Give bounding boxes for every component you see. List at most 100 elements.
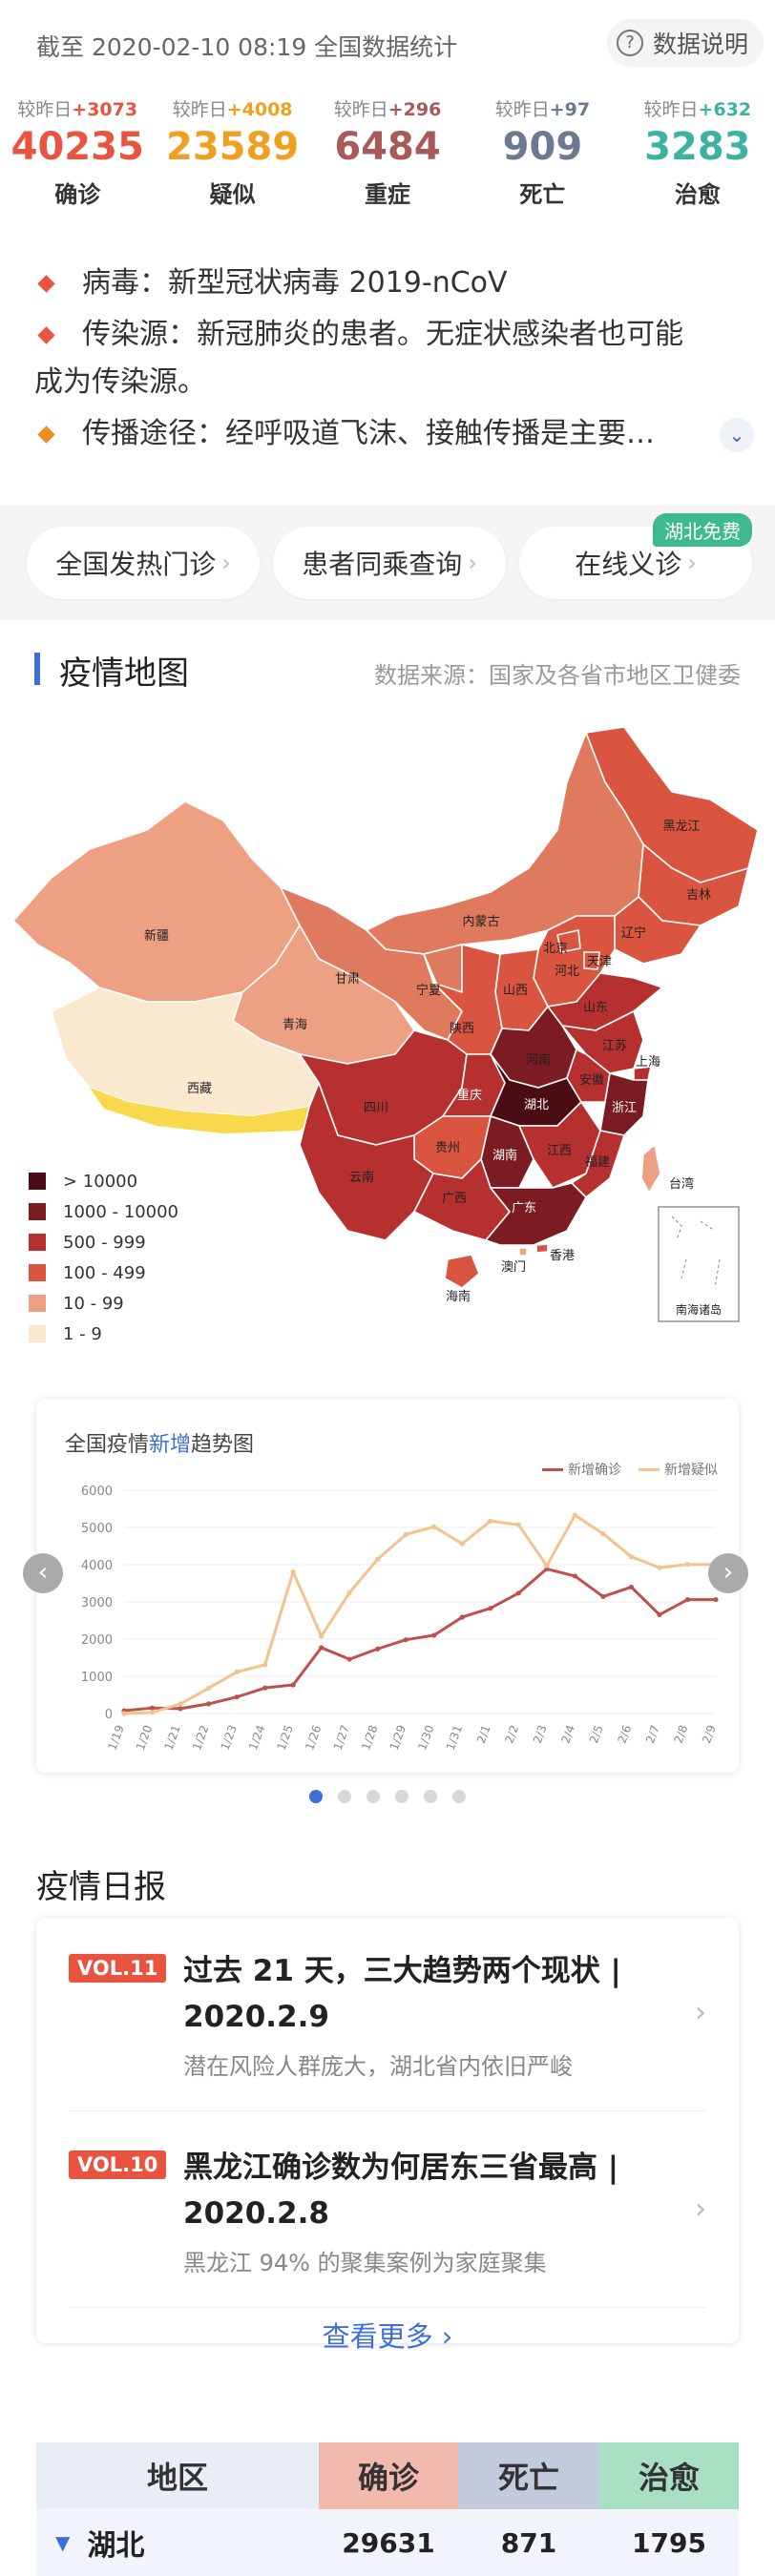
- map-label-xizang: 西藏: [187, 1082, 212, 1096]
- x-tick-label: 1/27: [331, 1723, 352, 1752]
- x-tick-label: 2/4: [558, 1723, 577, 1745]
- region-table: 地区 确诊 死亡 治愈 ▼ 湖北 29631 871 1795: [36, 2442, 739, 2576]
- point-confirmed: [488, 1606, 493, 1611]
- article-summary: 潜在风险人群庞大，湖北省内依旧严峻: [183, 2053, 573, 2080]
- legend-swatch: [29, 1173, 46, 1190]
- top-bar: 截至 2020-02-10 08:19 全国数据统计 ? 数据说明: [0, 0, 775, 88]
- article-headline: 过去 21 天，三大趋势两个现状 | 2020.2.9: [183, 1954, 621, 2034]
- province-tianjin[interactable]: [583, 951, 600, 970]
- map-label-zhejiang: 浙江: [612, 1101, 637, 1115]
- point-confirmed: [178, 1706, 183, 1712]
- carousel-dot[interactable]: [452, 1790, 466, 1803]
- legend-item: 100 - 499: [29, 1257, 178, 1288]
- x-tick-label: 1/29: [388, 1723, 408, 1752]
- map-label-chongqing: 重庆: [457, 1088, 482, 1103]
- carousel-dot[interactable]: [367, 1790, 380, 1803]
- stat-delta: +3073: [72, 99, 138, 120]
- point-suspected: [319, 1633, 325, 1639]
- fever-clinic-button[interactable]: 全国发热门诊 ›: [27, 527, 260, 599]
- province-liaoning[interactable]: [614, 896, 702, 965]
- map-label-qinghai: 青海: [283, 1018, 307, 1032]
- view-more-link[interactable]: 查看更多 ›: [322, 2320, 453, 2353]
- carousel-dot[interactable]: [309, 1790, 323, 1803]
- series-line-confirmed: [123, 1567, 716, 1713]
- map-label-jiangxi: 江西: [547, 1144, 572, 1158]
- stat-value: 40235: [10, 125, 144, 169]
- x-tick-label: 2/3: [531, 1723, 550, 1745]
- province-xinjiang[interactable]: [13, 800, 301, 1003]
- highlight-strip: [90, 1088, 319, 1133]
- legend-item: 1 - 9: [29, 1319, 178, 1349]
- x-tick-label: 2/1: [474, 1723, 493, 1745]
- legend-swatch: [29, 1295, 46, 1312]
- point-confirmed: [403, 1637, 408, 1643]
- point-suspected: [234, 1669, 240, 1674]
- x-tick-label: 1/28: [359, 1723, 380, 1752]
- map-label-ningxia: 宁夏: [416, 983, 441, 998]
- carousel-dot[interactable]: [424, 1790, 437, 1803]
- table-row[interactable]: ▼ 湖北 29631 871 1795: [36, 2509, 739, 2576]
- trend-chart: 0 1000 2000 3000 4000 5000 6000 1/19 1/20 1/21 1/2…: [81, 1485, 719, 1752]
- province-xianggang[interactable]: [535, 1243, 549, 1254]
- stat-delta: +632: [698, 99, 752, 120]
- map-label-taiwan: 台湾: [669, 1176, 694, 1192]
- point-suspected: [459, 1541, 465, 1547]
- article-item[interactable]: VOL.10 黑龙江确诊数为何居东三省最高 | 2020.2.8 黑龙江 94%…: [36, 2114, 739, 2305]
- trend-chart-title: 全国疫情新增趋势图: [65, 1433, 255, 1457]
- map-label-aomen: 澳门: [501, 1259, 526, 1275]
- info-source: 传染源：新冠肺炎的患者。无症状感染者也可能 成为传染源。: [34, 318, 683, 399]
- trend-chart-card[interactable]: 全国疫情新增趋势图 新增确诊 新增疑似 0 1000 2000 3000 4000 500…: [36, 1399, 739, 1773]
- province-guangdong[interactable]: [485, 1182, 587, 1246]
- point-confirmed: [515, 1590, 521, 1596]
- point-suspected: [684, 1562, 691, 1568]
- same-ride-query-button[interactable]: 患者同乘查询 ›: [273, 527, 506, 599]
- volume-badge: VOL.11: [69, 1954, 167, 1983]
- expand-triangle-icon[interactable]: ▼: [55, 2531, 71, 2554]
- carousel-prev-button[interactable]: ‹: [23, 1553, 63, 1593]
- article-item[interactable]: VOL.11 过去 21 天，三大趋势两个现状 | 2020.2.9 潜在风险人…: [36, 1918, 739, 2109]
- point-suspected: [403, 1531, 408, 1537]
- data-help-label: 数据说明: [652, 31, 748, 58]
- free-badge: 湖北免费: [653, 513, 752, 547]
- x-tick-label: 1/31: [444, 1723, 465, 1752]
- point-confirmed: [431, 1632, 437, 1638]
- x-tick-label: 2/6: [615, 1723, 634, 1745]
- map-label-fujian: 福建: [585, 1155, 610, 1170]
- map-label-xianggang: 香港: [550, 1249, 575, 1263]
- legend-item: 500 - 999: [29, 1227, 178, 1257]
- point-confirmed: [149, 1705, 156, 1711]
- point-confirmed: [375, 1646, 381, 1652]
- map-label-anhui: 安徽: [579, 1073, 604, 1088]
- province-aomen[interactable]: [518, 1247, 528, 1257]
- expand-chevron-icon[interactable]: ⌄: [720, 418, 754, 452]
- stat-label: 治愈: [674, 181, 721, 208]
- epidemic-map[interactable]: 黑龙江 吉林 辽宁 内蒙古 北京 天津 河北 山西 山东 新疆 甘肃 宁夏 陕西…: [13, 725, 767, 1355]
- point-suspected: [262, 1662, 268, 1668]
- carousel-dot[interactable]: [395, 1790, 408, 1803]
- carousel-next-button[interactable]: ›: [708, 1553, 748, 1593]
- map-label-neimenggu: 内蒙古: [462, 914, 499, 929]
- stat-label: 死亡: [519, 181, 566, 208]
- map-label-shaanxi: 陕西: [450, 1022, 474, 1036]
- map-legend: > 10000 1000 - 10000 500 - 999 100 - 499…: [29, 1166, 178, 1349]
- point-confirmed: [319, 1645, 325, 1651]
- province-beijing[interactable]: [556, 929, 581, 953]
- legend-swatch: [29, 1203, 46, 1220]
- province-taiwan[interactable]: [640, 1144, 661, 1194]
- table-header: 地区 确诊 死亡 治愈: [36, 2442, 739, 2509]
- row-confirmed: 29631: [342, 2526, 435, 2559]
- diamond-bullet-icon: [37, 326, 55, 344]
- stat-label: 疑似: [209, 181, 256, 208]
- row-dead: 871: [500, 2526, 557, 2559]
- province-hainan[interactable]: [444, 1254, 480, 1289]
- online-consult-button[interactable]: 在线义诊 › 湖北免费: [519, 513, 752, 599]
- article-summary: 黑龙江 94% 的聚集案例为家庭聚集: [183, 2250, 547, 2276]
- header-confirmed: 确诊: [319, 2442, 458, 2509]
- map-label-hubei: 湖北: [524, 1098, 549, 1112]
- carousel-dot[interactable]: [338, 1790, 351, 1803]
- point-suspected: [600, 1530, 606, 1537]
- data-help-button[interactable]: ? 数据说明: [606, 19, 764, 67]
- south-sea-inset: [658, 1206, 740, 1322]
- point-suspected: [375, 1556, 381, 1562]
- map-label-heilongjiang: 黑龙江: [662, 820, 700, 834]
